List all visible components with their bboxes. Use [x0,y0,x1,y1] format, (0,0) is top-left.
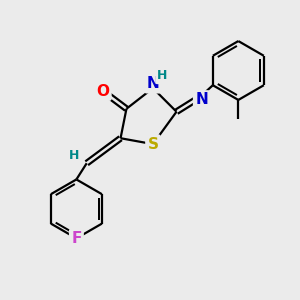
Text: H: H [69,149,80,162]
Text: N: N [147,76,159,91]
Text: N: N [195,92,208,107]
Text: H: H [157,69,168,82]
Text: O: O [96,84,110,99]
Text: S: S [147,136,158,152]
Text: F: F [71,231,82,246]
